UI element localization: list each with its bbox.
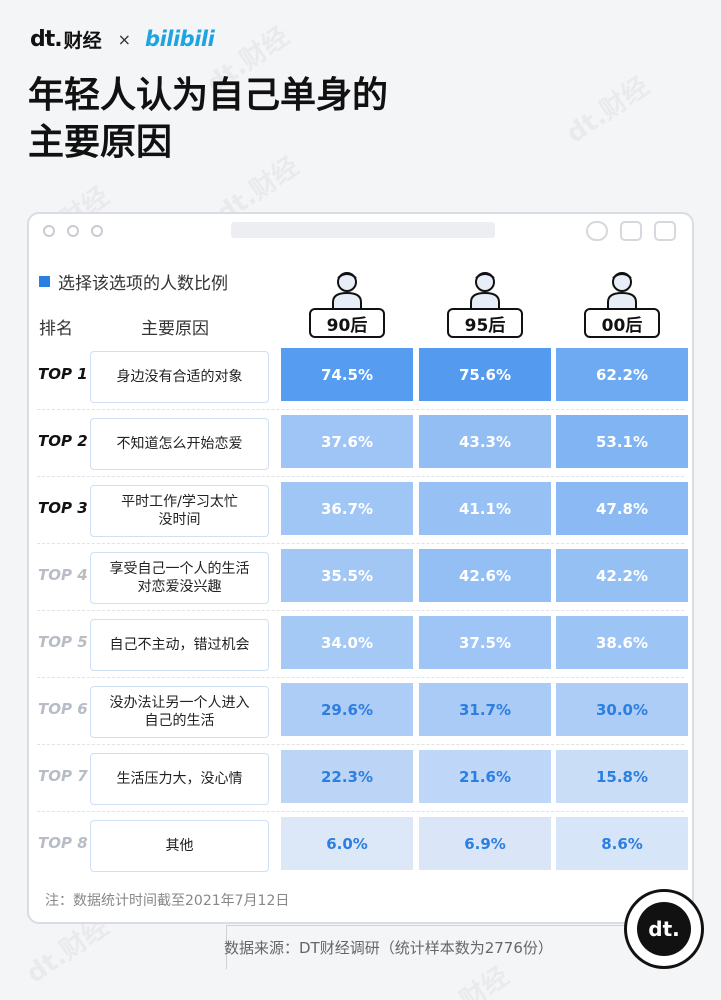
value-cell: 37.5%: [419, 616, 551, 669]
row-separator: [37, 744, 684, 745]
person-icon: [332, 272, 362, 310]
row-separator: [37, 610, 684, 611]
value-cell: 31.7%: [419, 683, 551, 736]
row-separator: [37, 543, 684, 544]
value-cell: 15.8%: [556, 750, 688, 803]
reason-label: 自己不主动，错过机会: [90, 619, 269, 671]
reason-header: 主要原因: [141, 319, 209, 339]
rank-label: TOP 5: [38, 633, 88, 651]
value-cell: 43.3%: [419, 415, 551, 468]
row-separator: [37, 409, 684, 410]
data-source: 数据来源：DT财经调研（统计样本数为2776份）: [224, 938, 553, 957]
legend-label: 选择该选项的人数比例: [58, 274, 228, 294]
bilibili-logo: bilibili: [145, 27, 215, 51]
value-cell: 34.0%: [281, 616, 413, 669]
dt-badge-logo: dt.: [637, 902, 691, 956]
generation-label: 95后: [447, 308, 523, 338]
value-cell: 75.6%: [419, 348, 551, 401]
window-dot-close-icon: [43, 225, 55, 237]
value-cell: 42.2%: [556, 549, 688, 602]
value-cell: 41.1%: [419, 482, 551, 535]
rank-label: TOP 7: [38, 767, 88, 785]
generation-label: 00后: [584, 308, 660, 338]
value-cell: 74.5%: [281, 348, 413, 401]
value-cell: 21.6%: [419, 750, 551, 803]
value-cell: 36.7%: [281, 482, 413, 535]
value-cell: 62.2%: [556, 348, 688, 401]
collab-times: ×: [117, 29, 132, 49]
generation-header-2: 00后: [584, 268, 660, 340]
table-row: TOP 8 其他 6.0% 6.9% 8.6%: [29, 817, 692, 875]
value-cell: 22.3%: [281, 750, 413, 803]
rank-label: TOP 6: [38, 700, 88, 718]
row-separator: [37, 677, 684, 678]
generation-header-1: 95后: [447, 268, 523, 340]
value-cell: 38.6%: [556, 616, 688, 669]
reason-label: 其他: [90, 820, 269, 872]
value-cell: 47.8%: [556, 482, 688, 535]
rank-label: TOP 1: [38, 365, 88, 383]
person-icon: [607, 272, 637, 310]
reason-label: 生活压力大，没心情: [90, 753, 269, 805]
generation-header-0: 90后: [309, 268, 385, 340]
watermark-text: dt.财经: [558, 67, 655, 151]
reason-label: 平时工作/学习太忙 没时间: [90, 485, 269, 537]
rank-label: TOP 8: [38, 834, 88, 852]
window-titlebar: [29, 214, 692, 248]
legend-swatch: [39, 276, 50, 287]
table-row: TOP 6 没办法让另一个人进入 自己的生活 29.6% 31.7% 30.0%: [29, 683, 692, 741]
row-separator: [37, 476, 684, 477]
value-cell: 6.9%: [419, 817, 551, 870]
rank-label: TOP 3: [38, 499, 88, 517]
table-row: TOP 3 平时工作/学习太忙 没时间 36.7% 41.1% 47.8%: [29, 482, 692, 540]
brand-row: dt. 财经 × bilibili: [30, 24, 215, 54]
value-cell: 35.5%: [281, 549, 413, 602]
rank-label: TOP 4: [38, 566, 88, 584]
table-row: TOP 5 自己不主动，错过机会 34.0% 37.5% 38.6%: [29, 616, 692, 674]
dt-brand-name: 财经: [63, 29, 102, 52]
reason-label: 没办法让另一个人进入 自己的生活: [90, 686, 269, 738]
legend: 选择该选项的人数比例: [39, 269, 228, 294]
window-dot-min-icon: [67, 225, 79, 237]
value-cell: 53.1%: [556, 415, 688, 468]
title-line-1: 年轻人认为自己单身的: [28, 75, 389, 116]
dt-logo: dt.: [30, 26, 63, 52]
value-cell: 6.0%: [281, 817, 413, 870]
value-cell: 42.6%: [419, 549, 551, 602]
source-frame: [226, 925, 646, 969]
page-title: 年轻人认为自己单身的 主要原因: [28, 72, 488, 166]
footnote: 注：数据统计时间截至2021年7月12日: [45, 893, 290, 909]
reason-label: 享受自己一个人的生活 对恋爱没兴趣: [90, 552, 269, 604]
value-cell: 8.6%: [556, 817, 688, 870]
reason-label: 不知道怎么开始恋爱: [90, 418, 269, 470]
home-icon: [620, 221, 642, 241]
table-row: TOP 2 不知道怎么开始恋爱 37.6% 43.3% 53.1%: [29, 415, 692, 473]
generation-label: 90后: [309, 308, 385, 338]
window-dot-max-icon: [91, 225, 103, 237]
address-bar: [231, 222, 495, 238]
person-icon: [470, 272, 500, 310]
value-cell: 29.6%: [281, 683, 413, 736]
rank-label: TOP 2: [38, 432, 88, 450]
table-row: TOP 4 享受自己一个人的生活 对恋爱没兴趣 35.5% 42.6% 42.2%: [29, 549, 692, 607]
table-row: TOP 1 身边没有合适的对象 74.5% 75.6% 62.2%: [29, 348, 692, 406]
value-cell: 30.0%: [556, 683, 688, 736]
title-line-2: 主要原因: [28, 122, 173, 163]
record-icon: [586, 221, 608, 241]
rank-header: 排名: [39, 319, 73, 339]
chart-window: 选择该选项的人数比例 排名 主要原因 90后 95后 00后 TOP 1 身边没有合适…: [27, 212, 694, 924]
table-row: TOP 7 生活压力大，没心情 22.3% 21.6% 15.8%: [29, 750, 692, 808]
value-cell: 37.6%: [281, 415, 413, 468]
row-separator: [37, 811, 684, 812]
reason-label: 身边没有合适的对象: [90, 351, 269, 403]
windows-icon: [654, 221, 676, 241]
dt-badge: dt.: [624, 889, 704, 969]
